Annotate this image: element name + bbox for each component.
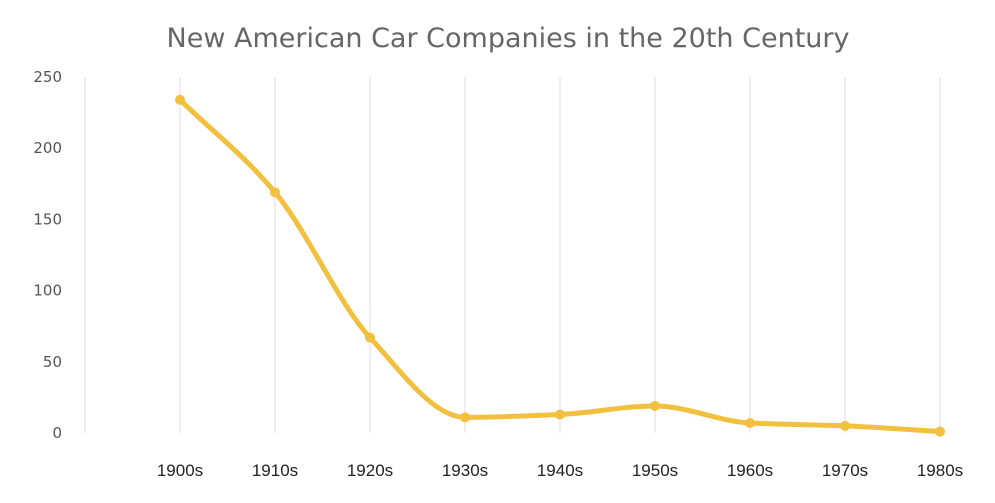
chart-title: New American Car Companies in the 20th C…: [167, 23, 850, 54]
x-tick-label-1930s: 1930s: [442, 461, 488, 480]
x-tick-label-1960s: 1960s: [727, 461, 773, 480]
x-tick-label-1950s: 1950s: [632, 461, 678, 480]
y-axis-ticks: 0 50 100 150 200 250: [33, 68, 62, 442]
y-tick-label-100: 100: [33, 282, 62, 300]
x-tick-label-1900s: 1900s: [157, 461, 203, 480]
x-tick-label-1920s: 1920s: [347, 461, 393, 480]
x-tick-label-1940s: 1940s: [537, 461, 583, 480]
y-tick-label-0: 0: [52, 424, 62, 442]
data-point-1970s: [840, 420, 850, 431]
x-axis-ticks: 1900s 1910s 1920s 1930s 1940s 1950s 1960s 1970s…: [157, 461, 963, 480]
grid-lines: [84, 77, 941, 433]
data-point-1910s: [270, 187, 280, 198]
series-points: [175, 94, 945, 437]
series-line: [177, 97, 943, 435]
x-tick-label-1980s: 1980s: [917, 461, 963, 480]
x-tick-label-1970s: 1970s: [822, 461, 868, 480]
data-point-1980s: [935, 426, 945, 437]
data-point-1960s: [745, 418, 755, 429]
y-tick-label-250: 250: [33, 68, 62, 86]
data-point-1930s: [460, 412, 470, 423]
data-point-1950s: [650, 400, 660, 411]
data-point-1940s: [555, 409, 565, 420]
y-tick-label-150: 150: [33, 210, 62, 228]
data-point-1900s: [175, 94, 185, 105]
x-tick-label-1910s: 1910s: [252, 461, 298, 480]
y-tick-label-50: 50: [43, 353, 62, 371]
y-tick-label-200: 200: [33, 139, 62, 157]
data-point-1920s: [365, 332, 375, 343]
